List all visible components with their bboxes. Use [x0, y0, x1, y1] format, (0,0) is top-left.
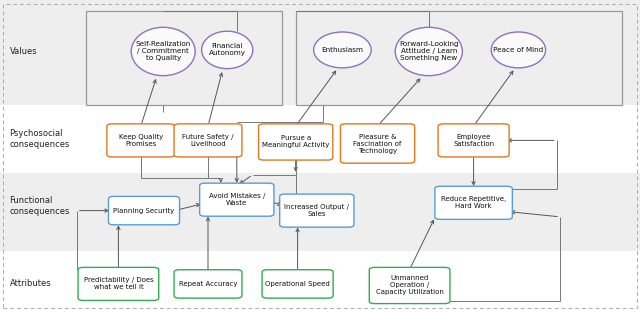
Text: Pursue a
Meaningful Activity: Pursue a Meaningful Activity [262, 135, 330, 149]
Text: Employee
Satisfaction: Employee Satisfaction [453, 134, 494, 147]
FancyBboxPatch shape [174, 124, 242, 157]
Text: Pleasure &
Fascination of
Technology: Pleasure & Fascination of Technology [353, 134, 402, 154]
FancyBboxPatch shape [262, 270, 333, 298]
FancyBboxPatch shape [174, 270, 242, 298]
Text: Planning Security: Planning Security [113, 207, 175, 214]
Text: Keep Quality
Promises: Keep Quality Promises [118, 134, 163, 147]
FancyBboxPatch shape [107, 124, 175, 157]
Text: Predictability / Does
what we tell it: Predictability / Does what we tell it [84, 277, 153, 290]
Bar [0, 0, 640, 105]
Text: Attributes: Attributes [10, 280, 51, 288]
Bar [0, 173, 640, 251]
Bar [0, 251, 640, 312]
Text: Functional
consequences: Functional consequences [10, 196, 70, 216]
Ellipse shape [202, 31, 253, 69]
Text: Unmanned
Operation /
Capacity Utilization: Unmanned Operation / Capacity Utilizatio… [376, 275, 444, 295]
FancyBboxPatch shape [340, 124, 415, 163]
Text: Self-Realization
/ Commitment
to Quality: Self-Realization / Commitment to Quality [136, 41, 191, 61]
FancyBboxPatch shape [78, 267, 159, 300]
Text: Financial
Autonomy: Financial Autonomy [209, 43, 246, 56]
Text: Values: Values [10, 47, 37, 56]
Text: Repeat Accuracy: Repeat Accuracy [179, 281, 237, 287]
FancyBboxPatch shape [369, 267, 450, 304]
Bar [0, 105, 640, 173]
Bar [86, 11, 282, 105]
Text: Reduce Repetitive,
Hard Work: Reduce Repetitive, Hard Work [441, 196, 506, 209]
Ellipse shape [314, 32, 371, 68]
Text: Avoid Mistakes /
Waste: Avoid Mistakes / Waste [209, 193, 265, 206]
Ellipse shape [492, 32, 546, 68]
Ellipse shape [131, 27, 195, 76]
Text: Enthusiasm: Enthusiasm [321, 47, 364, 53]
Text: Operational Speed: Operational Speed [265, 281, 330, 287]
FancyBboxPatch shape [438, 124, 509, 157]
Text: Psychosocial
consequences: Psychosocial consequences [10, 129, 70, 149]
FancyBboxPatch shape [259, 124, 333, 160]
FancyBboxPatch shape [280, 194, 354, 227]
FancyBboxPatch shape [108, 197, 179, 225]
Text: Forward-Looking
Attitude / Learn
Something New: Forward-Looking Attitude / Learn Somethi… [399, 41, 459, 61]
Ellipse shape [396, 27, 463, 76]
Text: Future Safety /
Livelihood: Future Safety / Livelihood [182, 134, 234, 147]
FancyBboxPatch shape [200, 183, 274, 216]
Text: Peace of Mind: Peace of Mind [493, 47, 543, 53]
FancyBboxPatch shape [435, 186, 512, 219]
Bar [296, 11, 622, 105]
Text: Increased Output /
Sales: Increased Output / Sales [284, 204, 349, 217]
